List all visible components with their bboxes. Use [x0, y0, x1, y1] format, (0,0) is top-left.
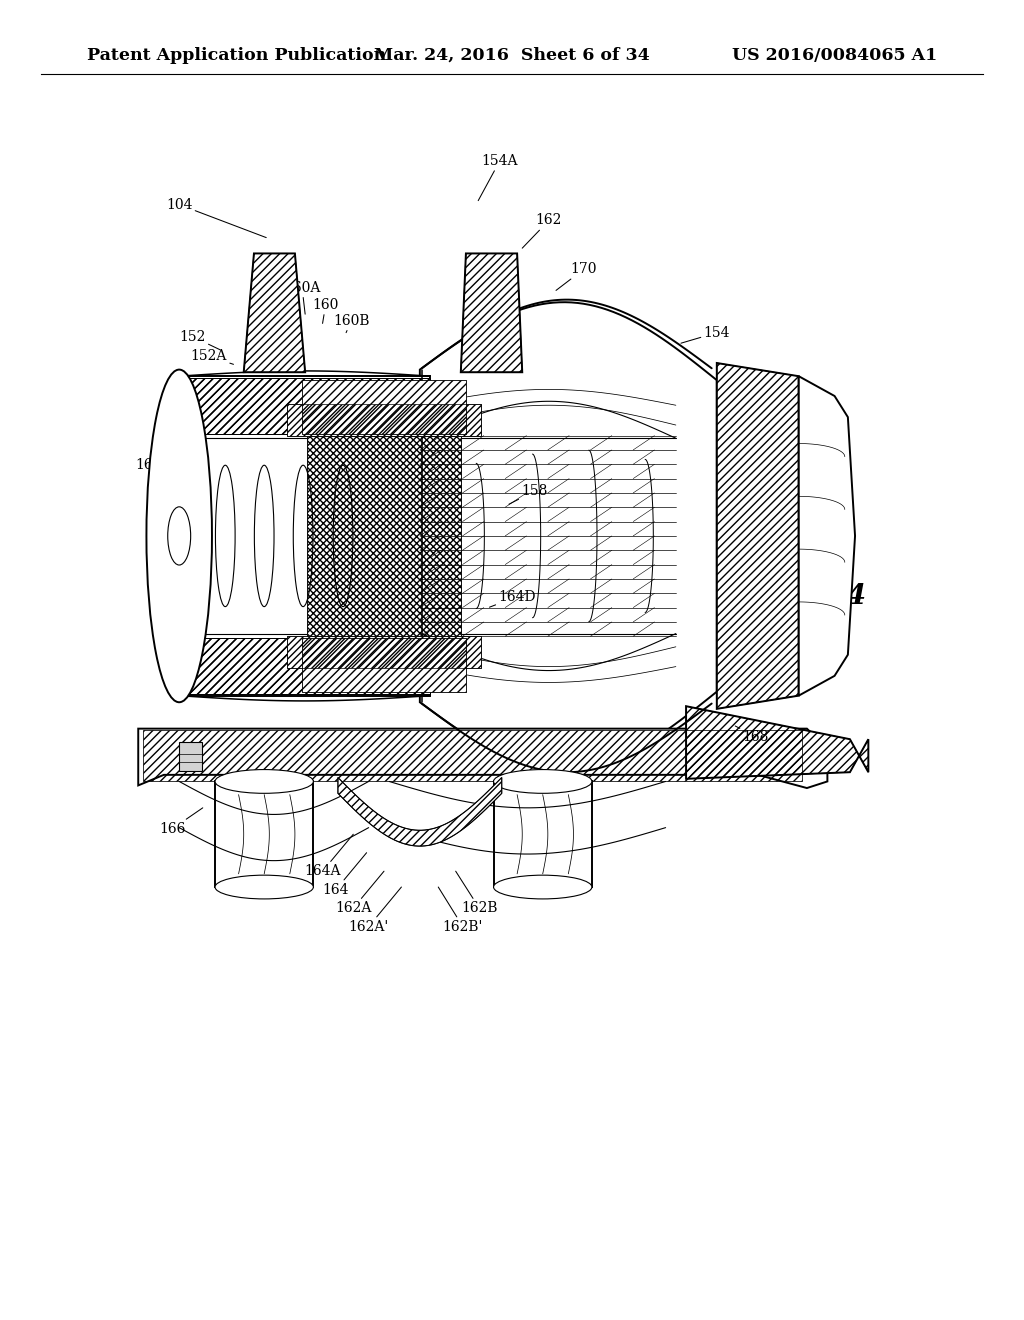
- Polygon shape: [420, 302, 717, 770]
- Text: 160: 160: [312, 298, 339, 323]
- Text: 162A': 162A': [348, 887, 401, 933]
- Text: 162: 162: [522, 214, 562, 248]
- Polygon shape: [461, 253, 522, 372]
- Text: US 2016/0084065 A1: US 2016/0084065 A1: [732, 48, 937, 63]
- Text: 164B: 164B: [307, 544, 348, 565]
- Polygon shape: [302, 380, 466, 434]
- Polygon shape: [179, 376, 430, 696]
- Polygon shape: [287, 404, 481, 436]
- Polygon shape: [799, 376, 855, 696]
- Polygon shape: [338, 777, 502, 846]
- Polygon shape: [307, 436, 461, 636]
- Polygon shape: [244, 253, 305, 372]
- Polygon shape: [184, 638, 430, 694]
- Text: 166: 166: [159, 808, 203, 836]
- Text: 104: 104: [166, 198, 266, 238]
- Polygon shape: [138, 729, 827, 788]
- Text: 164D: 164D: [489, 590, 536, 607]
- Text: 162B: 162B: [456, 871, 498, 915]
- Bar: [179, 742, 202, 771]
- Polygon shape: [287, 636, 481, 668]
- Polygon shape: [302, 638, 466, 692]
- Text: 164C: 164C: [322, 561, 358, 579]
- Ellipse shape: [215, 770, 313, 793]
- Text: 162A: 162A: [335, 871, 384, 915]
- Text: 166: 166: [135, 458, 171, 475]
- Text: 168A: 168A: [735, 669, 776, 692]
- Text: 160B: 160B: [333, 314, 370, 333]
- Ellipse shape: [146, 370, 212, 702]
- Text: 156: 156: [312, 462, 346, 482]
- Text: FIG. 4: FIG. 4: [773, 583, 867, 610]
- Ellipse shape: [215, 875, 313, 899]
- Polygon shape: [215, 781, 313, 887]
- Polygon shape: [184, 378, 430, 434]
- Text: 162B': 162B': [438, 887, 483, 933]
- Text: 152A: 152A: [190, 350, 233, 364]
- Text: Mar. 24, 2016  Sheet 6 of 34: Mar. 24, 2016 Sheet 6 of 34: [374, 48, 650, 63]
- Text: 168: 168: [735, 726, 769, 743]
- Ellipse shape: [494, 770, 592, 793]
- Text: 154A: 154A: [478, 154, 518, 201]
- Text: 170: 170: [556, 263, 597, 290]
- Text: Patent Application Publication: Patent Application Publication: [87, 48, 386, 63]
- Ellipse shape: [168, 507, 190, 565]
- Polygon shape: [686, 706, 868, 779]
- Polygon shape: [494, 781, 592, 887]
- Text: 164A: 164A: [304, 834, 353, 878]
- Text: 152: 152: [179, 330, 220, 350]
- Polygon shape: [717, 363, 799, 709]
- Text: 154: 154: [681, 326, 730, 343]
- Text: 160A: 160A: [284, 281, 321, 314]
- Ellipse shape: [494, 875, 592, 899]
- Text: 158: 158: [509, 484, 548, 504]
- Text: 164: 164: [323, 853, 367, 896]
